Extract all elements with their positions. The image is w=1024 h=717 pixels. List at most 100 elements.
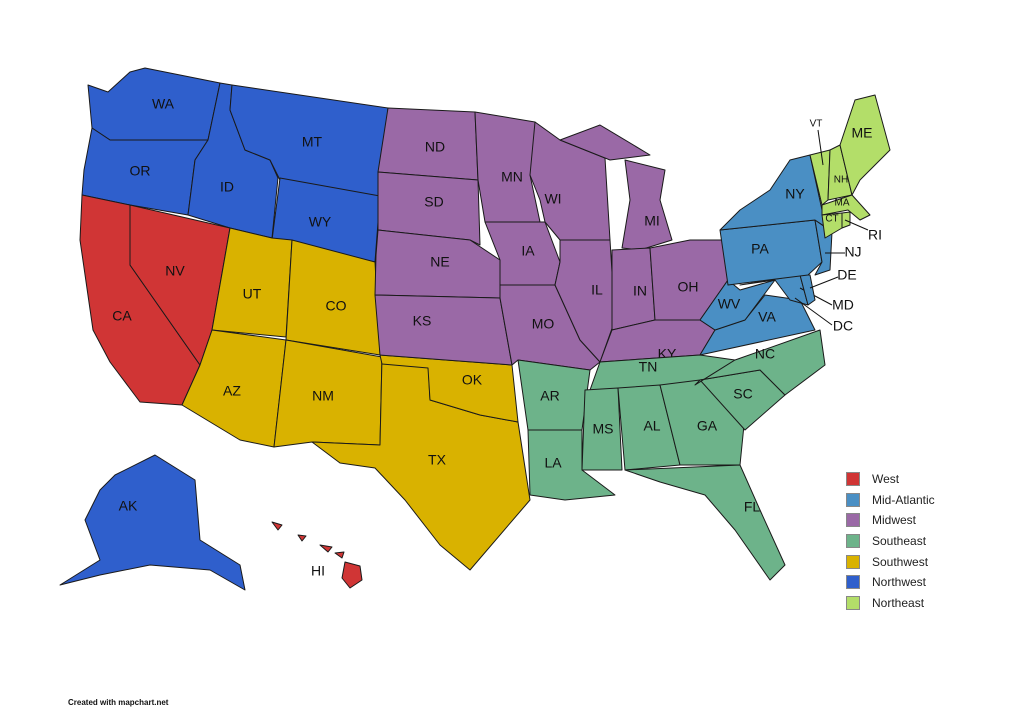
state-shape (271, 521, 283, 531)
state-label: AZ (223, 383, 241, 399)
state-label: NY (785, 186, 805, 202)
state-label: CA (112, 308, 132, 324)
state-shape (694, 329, 826, 396)
state-nc: NC (694, 329, 826, 396)
legend-label: West (872, 472, 900, 487)
legend-label: Mid-Atlantic (872, 492, 935, 507)
state-shape (379, 354, 519, 423)
state-label: SC (733, 386, 752, 402)
state-label: MI (644, 213, 660, 229)
legend: West Mid-Atlantic Midwest Southeast Sout… (846, 469, 935, 613)
state-label: AR (540, 388, 559, 404)
state-ct: CT (821, 212, 843, 239)
legend-swatch (846, 472, 860, 487)
state-ar: AR (517, 359, 591, 431)
legend-item-west: West (846, 469, 935, 490)
state-shape (334, 551, 345, 559)
state-shape (59, 454, 246, 591)
state-label: MD (832, 297, 854, 313)
state-shape (559, 124, 651, 161)
state-nm: NM (273, 339, 383, 448)
state-label: NE (430, 254, 449, 270)
state-label: VT (810, 119, 823, 130)
legend-label: Northwest (872, 575, 927, 590)
state-ok: OK (379, 354, 519, 423)
state-shape (297, 534, 307, 542)
state-shape (527, 429, 616, 501)
state-ms: MS (581, 387, 623, 471)
state-label: OK (462, 372, 483, 388)
legend-item-northwest: Northwest (846, 572, 935, 593)
state-label: DE (837, 267, 856, 283)
state-label: IA (521, 243, 535, 259)
state-label: ID (220, 179, 234, 195)
state-label: ND (425, 139, 445, 155)
state-label: MA (835, 198, 850, 209)
state-label: NH (834, 175, 848, 186)
state-ak: AK (59, 454, 246, 591)
legend-swatch (846, 595, 860, 610)
legend-swatch (846, 513, 860, 528)
state-label: CT (825, 214, 838, 225)
state-label: AL (643, 418, 660, 434)
state-in: IN (611, 247, 656, 331)
leader-line (794, 297, 833, 326)
state-label: CO (326, 298, 347, 314)
state-ne: NE (374, 229, 501, 299)
state-label: TN (639, 359, 658, 375)
state-label: MN (501, 169, 523, 185)
state-shape (624, 464, 786, 581)
state-ri: RI (841, 211, 882, 243)
state-label: PA (751, 241, 769, 257)
state-label: MO (532, 316, 555, 332)
state-fl: FL (624, 464, 786, 581)
state-shape (554, 239, 616, 363)
leader-line (817, 129, 824, 166)
state-label: TX (428, 452, 447, 468)
state-wa: WA (87, 67, 221, 141)
state-dc: DC (794, 297, 853, 334)
state-label: MS (593, 421, 614, 437)
state-la: LA (527, 429, 616, 501)
state-label: IL (591, 282, 603, 298)
state-il: IL (554, 239, 616, 363)
state-shape (377, 171, 481, 246)
state-label: AK (119, 498, 138, 514)
legend-label: Southeast (872, 534, 927, 549)
state-label: OR (130, 163, 151, 179)
legend-item-mid-atlantic: Mid-Atlantic (846, 490, 935, 511)
state-shape (319, 544, 333, 553)
state-label: UT (243, 286, 262, 302)
legend-label: Midwest (872, 513, 917, 528)
state-label: ME (852, 125, 873, 141)
state-label: NM (312, 388, 334, 404)
state-label: NJ (844, 244, 861, 260)
state-shape (621, 159, 673, 251)
credit-text: Created with mapchart.net (68, 698, 169, 707)
state-shape (341, 561, 363, 589)
state-ks: KS (374, 294, 513, 366)
legend-swatch (846, 554, 860, 569)
legend-item-southwest: Southwest (846, 551, 935, 572)
state-label: RI (868, 227, 882, 243)
state-mn: MN (474, 111, 551, 223)
legend-swatch (846, 534, 860, 549)
state-label: VA (758, 309, 776, 325)
legend-item-southeast: Southeast (846, 531, 935, 552)
state-label: KS (413, 313, 432, 329)
legend-swatch (846, 492, 860, 507)
state-label: NV (165, 263, 185, 279)
state-hi: HI (271, 521, 363, 589)
state-shape (581, 387, 623, 471)
legend-swatch (846, 575, 860, 590)
state-label: IN (633, 283, 647, 299)
state-label: GA (697, 418, 718, 434)
state-nd: ND (377, 107, 479, 181)
state-pa: PA (719, 219, 823, 286)
state-shape (374, 294, 513, 366)
state-label: WA (152, 96, 175, 112)
state-label: HI (311, 563, 325, 579)
state-label: FL (744, 499, 761, 515)
state-shape (719, 219, 823, 286)
